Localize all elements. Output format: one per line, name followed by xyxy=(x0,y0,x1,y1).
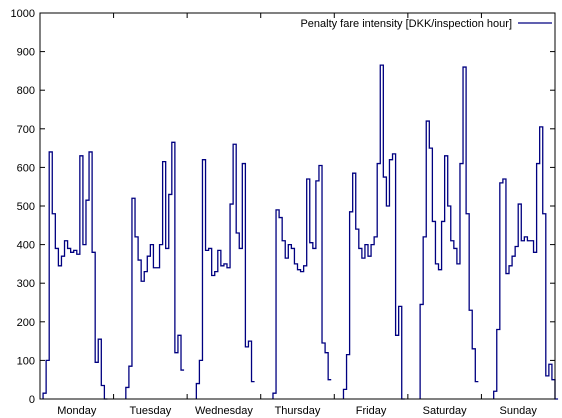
series-step-line xyxy=(493,126,559,400)
y-tick-label: 700 xyxy=(17,124,35,136)
series-step-line xyxy=(342,64,405,400)
y-tick-label: 500 xyxy=(17,201,35,213)
y-tick-label: 300 xyxy=(17,278,35,290)
x-tick-label: Monday xyxy=(57,405,97,417)
tick-marks xyxy=(40,12,555,400)
x-tick-label: Wednesday xyxy=(195,405,253,417)
y-tick-label: 100 xyxy=(17,355,35,367)
y-tick-label: 0 xyxy=(29,394,35,406)
y-tick-label: 1000 xyxy=(11,8,35,20)
y-tick-label: 600 xyxy=(17,162,35,174)
series-step-line xyxy=(42,151,108,400)
y-tick-label: 200 xyxy=(17,317,35,329)
series-step-line xyxy=(272,164,332,399)
series-step-line xyxy=(195,143,255,399)
legend-label: Penalty fare intensity [DKK/inspection h… xyxy=(300,18,512,30)
series-layer xyxy=(42,64,559,400)
y-tick-label: 400 xyxy=(17,240,35,252)
x-tick-label: Friday xyxy=(356,405,387,417)
series-step-line xyxy=(419,66,479,399)
plot-frame xyxy=(39,12,556,400)
y-tick-label: 800 xyxy=(17,85,35,97)
series-step-line xyxy=(125,141,185,399)
y-tick-label: 900 xyxy=(17,47,35,59)
tick-labels: 0 100 200 300 400 500 600 700 800 900 1000 Monday Tu… xyxy=(11,8,538,417)
x-tick-label: Thursday xyxy=(275,405,321,417)
x-tick-label: Sunday xyxy=(500,405,538,417)
x-tick-label: Saturday xyxy=(423,405,468,417)
x-tick-label: Tuesday xyxy=(129,405,171,417)
legend: Penalty fare intensity [DKK/inspection h… xyxy=(300,18,552,30)
